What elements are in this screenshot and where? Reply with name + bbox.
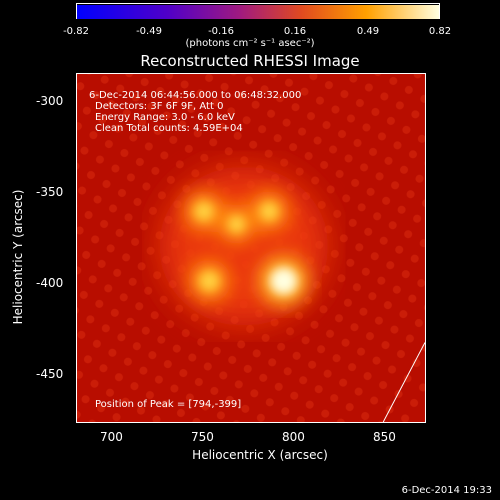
colorbar-tick-label: 0.16 [283,26,307,37]
y-axis-label: Heliocentric Y (arcsec) [11,189,25,325]
plot-area: 6-Dec-2014 06:44:56.000 to 06:48:32.000 … [76,73,426,423]
x-tick-label: 800 [282,430,305,444]
peak-annotation: Position of Peak = [794,-399] [95,399,242,410]
x-tick-label: 700 [100,430,123,444]
colorbar-units: (photons cm⁻² s⁻¹ asec⁻²) [185,38,315,49]
colorbar [76,3,440,19]
heatmap-image [77,74,425,422]
source-glow [159,166,329,326]
detectors-annotation: Detectors: 3F 6F 9F, Att 0 [95,101,224,112]
y-tick-label: -450 [36,367,64,381]
colorbar-tick-label: -0.49 [136,26,162,37]
x-axis-label: Heliocentric X (arcsec) [192,448,328,462]
source-core [193,201,214,222]
y-tick-label: -350 [36,185,64,199]
footer-timestamp: 6-Dec-2014 19:33 [401,485,492,496]
method-annotation: Clean Total counts: 4.59E+04 [95,123,243,134]
energy-annotation: Energy Range: 3.0 - 6.0 keV [95,112,235,123]
plot-title: Reconstructed RHESSI Image [140,52,360,70]
colorbar-tick-label: -0.16 [208,26,234,37]
source-core [259,201,279,222]
x-tick-label: 850 [373,430,396,444]
x-tick-label: 750 [191,430,214,444]
colorbar-tick-label: 0.82 [428,26,452,37]
y-tick-label: -300 [36,94,64,108]
colorbar-gradient [77,5,439,19]
limb-line [382,342,425,422]
time-range-annotation: 6-Dec-2014 06:44:56.000 to 06:48:32.000 [89,90,302,101]
colorbar-tick-label: -0.82 [63,26,89,37]
y-tick-label: -400 [36,276,64,290]
colorbar-tick-label: 0.49 [356,26,380,37]
source-core [198,270,220,292]
source-core [269,267,298,295]
source-core [227,215,246,234]
